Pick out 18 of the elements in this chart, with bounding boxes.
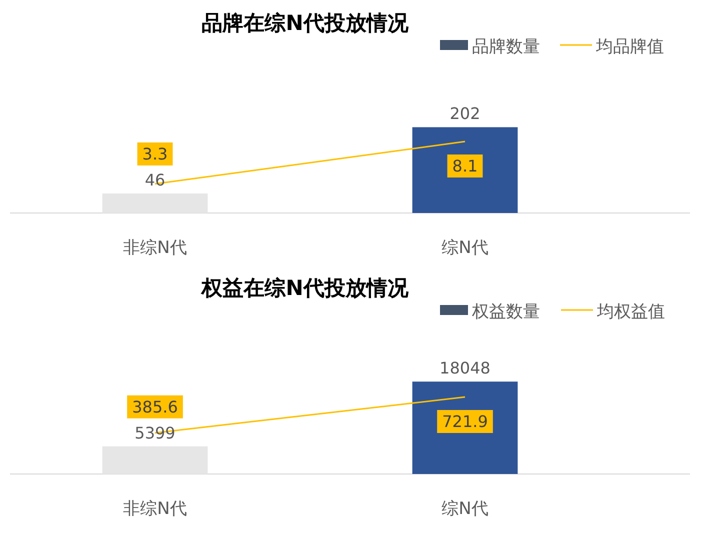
x-tick-label: 综N代	[442, 238, 488, 258]
data-label: 18048	[440, 358, 490, 378]
text: 权益数量	[471, 302, 540, 322]
legend-label: 均权益值	[596, 302, 665, 322]
legend-label: 均品牌值	[595, 37, 664, 57]
x-tick-label: 非综N代	[123, 499, 187, 519]
data-label: 721.9	[442, 412, 488, 431]
data-label: 46	[144, 170, 166, 190]
x-tick-label: 综N代	[442, 499, 488, 519]
data-label: 3.3	[142, 144, 168, 164]
text: 品牌数量	[472, 37, 540, 57]
data-label: 8.1	[452, 156, 478, 176]
data-label: 202	[450, 104, 480, 124]
x-tick-label: 非综N代	[123, 238, 187, 258]
chart-title: 权益在综N代投放情况	[200, 276, 410, 300]
chart-title: 品牌在综N代投放情况	[202, 11, 410, 35]
data-label: 5399	[134, 423, 176, 442]
data-label: 385.6	[132, 397, 178, 416]
